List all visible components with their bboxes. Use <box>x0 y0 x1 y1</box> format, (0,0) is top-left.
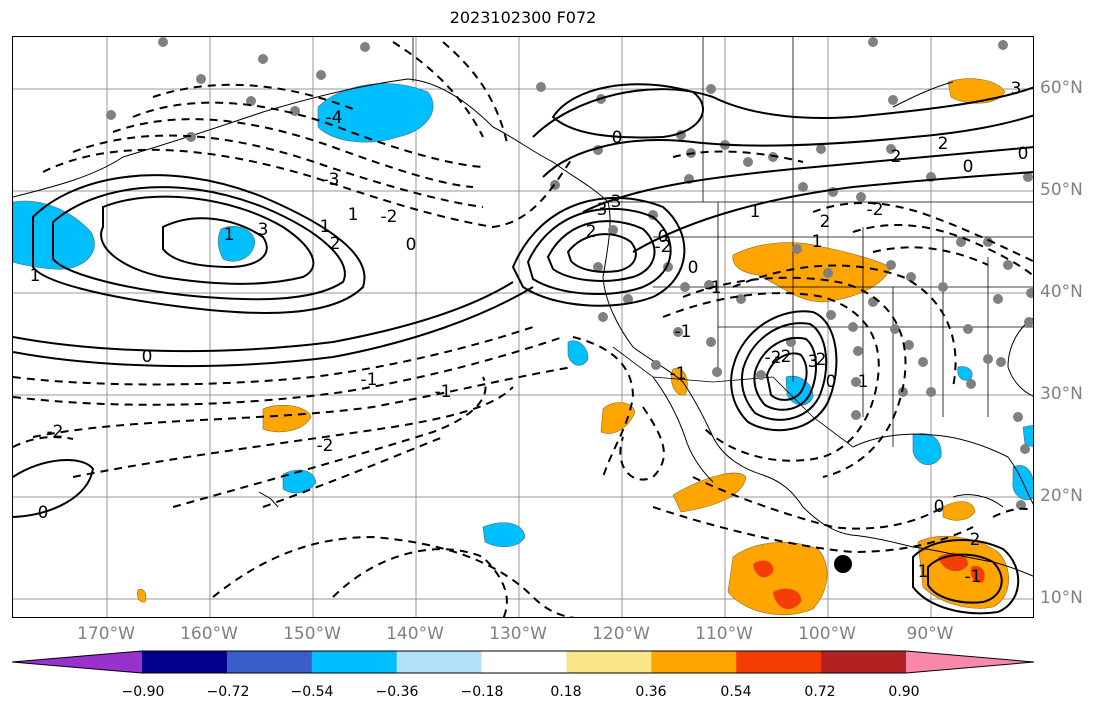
contour-label: -2 <box>765 348 782 368</box>
lon-label: 90°W <box>906 624 954 644</box>
contour-label: 1 <box>30 266 41 286</box>
colorbar-tick: 0.18 <box>550 684 582 700</box>
lon-label: 100°W <box>798 624 856 644</box>
colorbar-extend-low <box>12 651 142 673</box>
contour-label: -2 <box>775 347 792 367</box>
contour-label: 0 <box>934 497 945 517</box>
contour-label: -3 <box>323 170 340 190</box>
contour-label: 0 <box>612 128 623 148</box>
contour-label: 3 <box>611 192 622 212</box>
lon-label: 160°W <box>180 624 238 644</box>
colorbar <box>12 650 1035 674</box>
colorbar-segment <box>566 651 652 673</box>
contour-label: 2 <box>891 147 902 167</box>
colorbar-segment <box>651 651 737 673</box>
lon-label: 130°W <box>489 624 547 644</box>
station-markers <box>106 37 1033 510</box>
contour-label: -2 <box>867 200 884 220</box>
shading-strong-positive <box>753 552 985 610</box>
lon-label: 140°W <box>386 624 444 644</box>
colorbar-segment <box>142 651 228 673</box>
lon-label: 120°W <box>592 624 650 644</box>
colorbar-extend-high <box>906 651 1034 673</box>
contour-label: 0 <box>963 157 974 177</box>
contour-label: 0 <box>826 372 837 392</box>
contour-label: -4 <box>326 108 343 128</box>
colorbar-tick: −0.36 <box>375 684 419 700</box>
lat-label: 30°N <box>1040 384 1083 404</box>
contour-labels: -4 3 -3 2 1 -2 1 0 -1 1 0 1 -1 -2 -2 0 3… <box>30 79 1029 587</box>
contour-label: 2 <box>970 530 981 550</box>
colorbar-segment <box>396 651 483 673</box>
contour-label: 1 <box>918 562 929 582</box>
contour-label: 3 <box>808 352 819 372</box>
lon-label: 170°W <box>77 624 135 644</box>
colorbar-tick: 0.36 <box>635 684 667 700</box>
lat-label: 40°N <box>1040 282 1083 302</box>
contour-label: 0 <box>658 227 669 247</box>
contour-label: -1 <box>670 364 687 384</box>
contour-label: -2 <box>317 436 334 456</box>
contour-label: -1 <box>705 278 722 298</box>
contour-label: 0 <box>406 235 417 255</box>
contour-label: -2 <box>47 422 64 442</box>
negative-contours <box>13 41 1033 617</box>
colorbar-segment <box>821 651 907 673</box>
contour-label: 0 <box>1018 144 1029 164</box>
map-canvas: -4 3 -3 2 1 -2 1 0 -1 1 0 1 -1 -2 -2 0 3… <box>13 37 1033 617</box>
shading-negative <box>13 83 1033 547</box>
contour-label: -1 <box>361 370 378 390</box>
colorbar-outline <box>12 650 1035 674</box>
colorbar-tick: −0.72 <box>206 684 250 700</box>
contour-label: 0 <box>142 347 153 367</box>
contour-label: 1 <box>224 225 235 245</box>
map-panel: -4 3 -3 2 1 -2 1 0 -1 1 0 1 -1 -2 -2 0 3… <box>12 36 1034 618</box>
colorbar-segment <box>481 651 567 673</box>
storm-center-marker <box>834 555 852 573</box>
colorbar-segment <box>226 651 313 673</box>
lon-label: 110°W <box>695 624 753 644</box>
contour-label: 0 <box>688 258 699 278</box>
contour-label: 1 <box>858 372 869 392</box>
contour-label: 2 <box>938 134 949 154</box>
lat-label: 20°N <box>1040 486 1083 506</box>
colorbar-tick: −0.54 <box>290 684 334 700</box>
contour-label: -3 <box>591 200 608 220</box>
colorbar-segment <box>736 651 822 673</box>
contour-label: 1 <box>348 205 359 225</box>
lat-label: 50°N <box>1040 180 1083 200</box>
positive-contours <box>13 83 1033 615</box>
contour-label: 3 <box>258 220 269 240</box>
colorbar-tick: 0.72 <box>804 684 836 700</box>
contour-label: -1 <box>675 322 692 342</box>
contour-label: -2 <box>655 237 672 257</box>
contour-label: 2 <box>586 222 597 242</box>
political-borders <box>412 37 1033 448</box>
coastlines <box>13 78 1033 577</box>
contour-label: -1 <box>435 382 452 402</box>
lat-label: 60°N <box>1040 78 1083 98</box>
colorbar-segment <box>311 651 398 673</box>
lon-label: 150°W <box>283 624 341 644</box>
contour-label: 2 <box>816 350 827 370</box>
contour-label: 0 <box>38 503 49 523</box>
colorbar-tick: 0.54 <box>720 684 752 700</box>
contour-label: 1 <box>812 232 823 252</box>
contour-label: -1 <box>965 567 982 587</box>
contour-label: 1 <box>320 217 331 237</box>
graticule <box>13 37 1033 617</box>
colorbar-tick: −0.90 <box>121 684 165 700</box>
contour-label: -2 <box>381 207 398 227</box>
contour-label: 2 <box>330 234 341 254</box>
colorbar-tick: −0.18 <box>460 684 504 700</box>
lat-label: 10°N <box>1040 588 1083 608</box>
colorbar-tick: 0.90 <box>888 684 920 700</box>
contour-label: 3 <box>1011 79 1022 99</box>
contour-label: 1 <box>750 202 761 222</box>
map-title: 2023102300 F072 <box>449 8 597 27</box>
contour-label: 2 <box>820 212 831 232</box>
